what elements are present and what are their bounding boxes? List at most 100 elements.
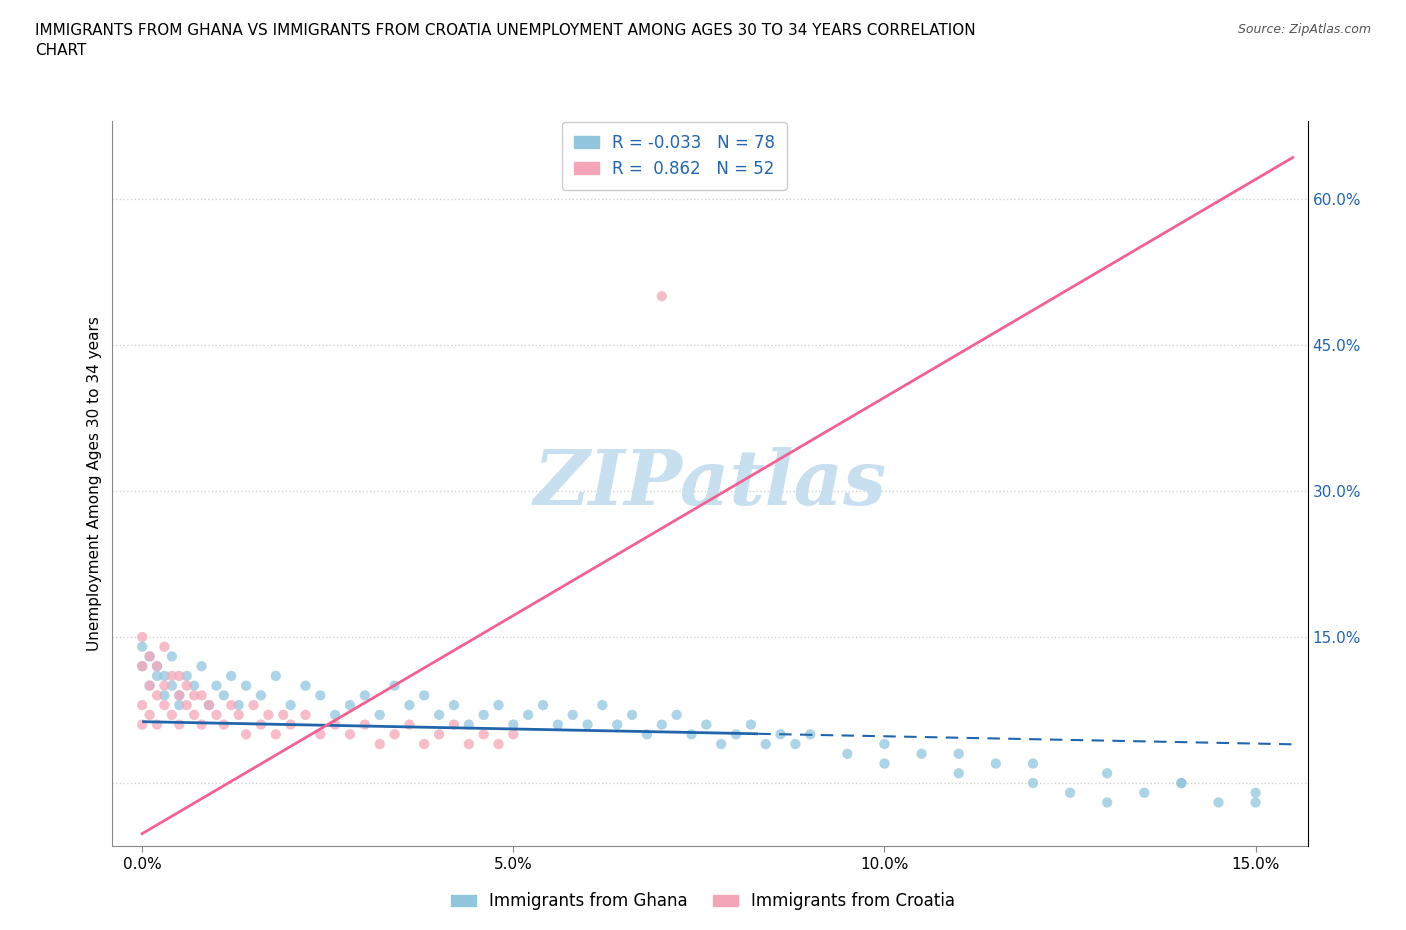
Point — [131, 658, 153, 673]
Point — [205, 678, 228, 693]
Point — [131, 658, 153, 673]
Point — [309, 688, 332, 703]
Point — [176, 698, 198, 712]
Point — [176, 678, 198, 693]
Point — [472, 727, 495, 742]
Point — [183, 688, 205, 703]
Point — [443, 717, 465, 732]
Point — [160, 708, 183, 723]
Point — [146, 658, 169, 673]
Point — [547, 717, 569, 732]
Point — [873, 756, 896, 771]
Point — [146, 717, 169, 732]
Point — [146, 669, 169, 684]
Point — [576, 717, 599, 732]
Point — [755, 737, 778, 751]
Point — [710, 737, 733, 751]
Point — [502, 727, 524, 742]
Point — [138, 678, 160, 693]
Point — [1170, 776, 1192, 790]
Point — [153, 669, 176, 684]
Point — [799, 727, 821, 742]
Point — [228, 708, 250, 723]
Point — [280, 717, 302, 732]
Point — [138, 649, 160, 664]
Point — [153, 688, 176, 703]
Point — [413, 737, 436, 751]
Point — [160, 649, 183, 664]
Point — [368, 708, 391, 723]
Point — [1095, 765, 1118, 780]
Point — [271, 708, 294, 723]
Point — [160, 678, 183, 693]
Point — [651, 288, 673, 303]
Point — [235, 678, 257, 693]
Point — [651, 717, 673, 732]
Point — [398, 698, 420, 712]
Point — [190, 717, 212, 732]
Point — [219, 669, 242, 684]
Point — [250, 688, 273, 703]
Point — [384, 727, 406, 742]
Point — [323, 708, 346, 723]
Point — [205, 708, 228, 723]
Legend: Immigrants from Ghana, Immigrants from Croatia: Immigrants from Ghana, Immigrants from C… — [444, 885, 962, 917]
Point — [681, 727, 703, 742]
Point — [472, 708, 495, 723]
Text: IMMIGRANTS FROM GHANA VS IMMIGRANTS FROM CROATIA UNEMPLOYMENT AMONG AGES 30 TO 3: IMMIGRANTS FROM GHANA VS IMMIGRANTS FROM… — [35, 23, 976, 58]
Point — [339, 727, 361, 742]
Point — [561, 708, 583, 723]
Point — [1095, 795, 1118, 810]
Point — [264, 727, 287, 742]
Point — [190, 658, 212, 673]
Point — [264, 669, 287, 684]
Text: Source: ZipAtlas.com: Source: ZipAtlas.com — [1237, 23, 1371, 36]
Point — [198, 698, 221, 712]
Point — [190, 688, 212, 703]
Point — [294, 708, 316, 723]
Point — [169, 698, 191, 712]
Point — [413, 688, 436, 703]
Point — [183, 678, 205, 693]
Y-axis label: Unemployment Among Ages 30 to 34 years: Unemployment Among Ages 30 to 34 years — [87, 316, 103, 651]
Point — [665, 708, 688, 723]
Point — [531, 698, 554, 712]
Legend: R = -0.033   N = 78, R =  0.862   N = 52: R = -0.033 N = 78, R = 0.862 N = 52 — [562, 122, 786, 190]
Point — [1244, 795, 1267, 810]
Point — [354, 688, 377, 703]
Point — [769, 727, 792, 742]
Point — [169, 669, 191, 684]
Point — [724, 727, 747, 742]
Point — [323, 717, 346, 732]
Point — [1170, 776, 1192, 790]
Point — [169, 688, 191, 703]
Point — [1022, 776, 1045, 790]
Point — [169, 688, 191, 703]
Point — [606, 717, 628, 732]
Point — [740, 717, 762, 732]
Point — [354, 717, 377, 732]
Point — [160, 669, 183, 684]
Point — [138, 708, 160, 723]
Point — [212, 717, 235, 732]
Point — [176, 669, 198, 684]
Point — [1208, 795, 1230, 810]
Point — [873, 737, 896, 751]
Point — [235, 727, 257, 742]
Point — [398, 717, 420, 732]
Point — [219, 698, 242, 712]
Point — [457, 717, 479, 732]
Point — [1059, 785, 1081, 800]
Point — [1133, 785, 1156, 800]
Point — [131, 630, 153, 644]
Point — [984, 756, 1007, 771]
Point — [368, 737, 391, 751]
Point — [948, 747, 970, 762]
Point — [591, 698, 613, 712]
Point — [228, 698, 250, 712]
Point — [131, 698, 153, 712]
Point — [153, 678, 176, 693]
Point — [910, 747, 932, 762]
Point — [146, 658, 169, 673]
Point — [384, 678, 406, 693]
